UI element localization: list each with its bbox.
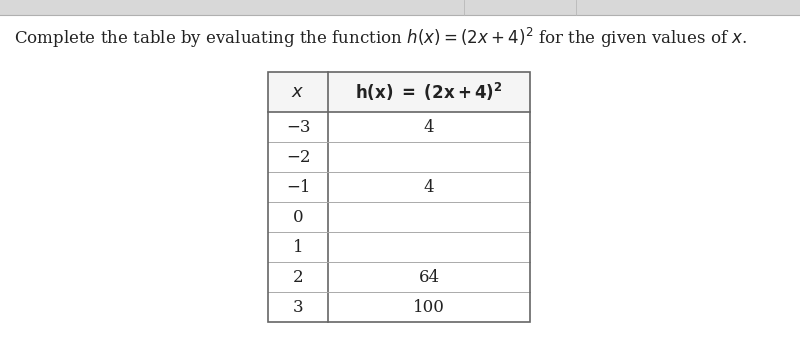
Text: −2: −2	[286, 148, 310, 166]
Bar	[268, 72, 530, 112]
Bar	[268, 72, 530, 322]
Text: 0: 0	[293, 208, 303, 225]
Text: 100: 100	[413, 298, 445, 316]
Text: −1: −1	[286, 179, 310, 196]
Text: 1: 1	[293, 238, 303, 256]
Text: 3: 3	[293, 298, 303, 316]
Text: 64: 64	[418, 269, 439, 285]
Text: $\mathbf{h(x)\ =\ (2x+4)^2}$: $\mathbf{h(x)\ =\ (2x+4)^2}$	[355, 81, 502, 103]
Text: 2: 2	[293, 269, 303, 285]
Bar	[0, 0, 800, 15]
Text: −3: −3	[286, 119, 310, 135]
Text: $\mathit{x}$: $\mathit{x}$	[291, 83, 305, 101]
Text: 4: 4	[424, 119, 434, 135]
Text: 4: 4	[424, 179, 434, 196]
Text: Complete the table by evaluating the function $\mathit{h}(\mathit{x}) = (2\mathi: Complete the table by evaluating the fun…	[14, 26, 747, 50]
